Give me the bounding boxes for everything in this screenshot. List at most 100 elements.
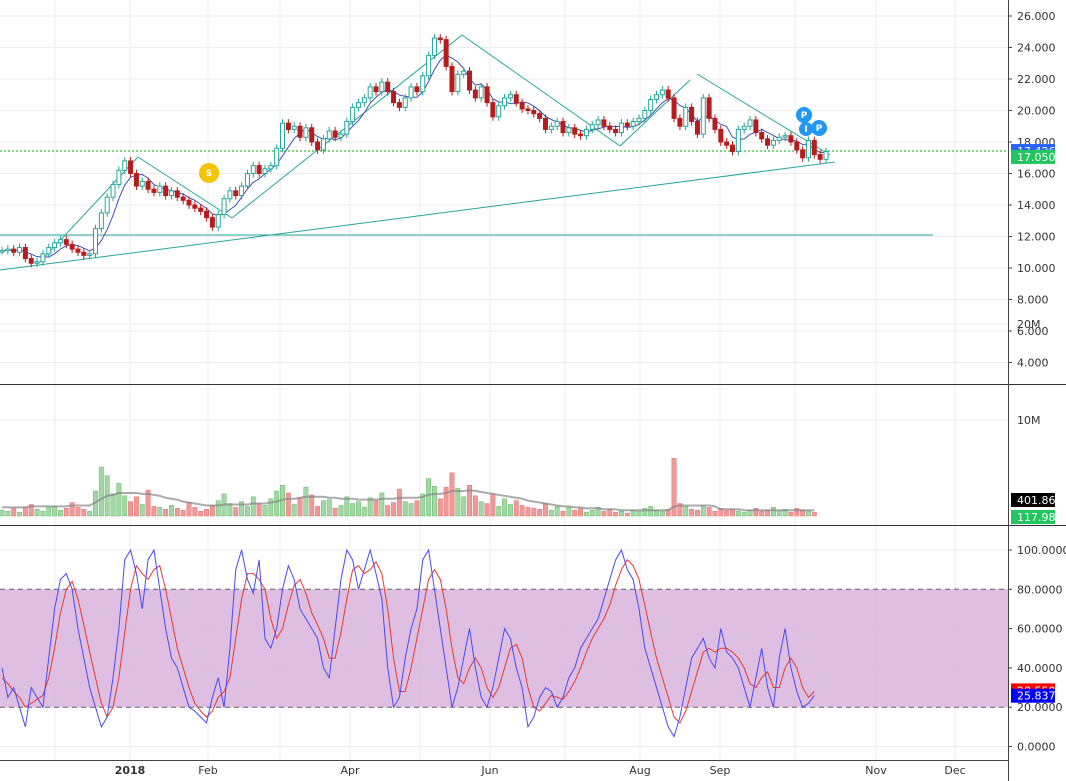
- volume-bar: [186, 502, 192, 517]
- candle: [128, 156, 134, 178]
- trend-line: [619, 79, 691, 147]
- candle: [572, 123, 578, 139]
- volume-bar: [274, 490, 280, 517]
- candle-body: [507, 94, 513, 99]
- volume-bar: [496, 506, 502, 517]
- candle: [239, 182, 245, 200]
- candle-body: [770, 139, 776, 146]
- candle-body: [69, 243, 75, 250]
- stoch-k-tag-text: 25.8373: [1017, 690, 1063, 703]
- candle: [151, 185, 157, 197]
- candle: [28, 254, 34, 268]
- candle-body: [788, 135, 794, 143]
- stochastic-panel[interactable]: [0, 548, 1008, 738]
- volume-bar: [52, 506, 58, 517]
- candle-body: [0, 250, 5, 253]
- candle: [759, 128, 765, 143]
- moving-average-line: [1, 54, 827, 258]
- volume-bar: [770, 507, 776, 517]
- volume-bar: [128, 501, 134, 517]
- price-tick-label: 24.000: [1017, 42, 1056, 55]
- volume-bar: [344, 496, 350, 517]
- candle: [145, 177, 151, 194]
- candle-body: [87, 253, 93, 256]
- candle-body: [414, 86, 420, 93]
- volume-panel[interactable]: [0, 458, 817, 517]
- volume-bar: [519, 505, 525, 517]
- volume-bar: [583, 511, 589, 517]
- candle-body: [93, 228, 99, 255]
- volume-bar: [484, 503, 490, 517]
- volume-bar: [811, 511, 817, 517]
- volume-bar: [502, 498, 508, 517]
- candle-body: [385, 81, 391, 93]
- candle: [215, 210, 221, 231]
- volume-bar: [209, 505, 215, 517]
- candle-body: [344, 121, 350, 135]
- volume-bar: [332, 508, 338, 517]
- candle: [607, 122, 613, 134]
- volume-bar: [233, 507, 239, 517]
- p-marker-label: P: [816, 124, 823, 134]
- candle: [630, 117, 636, 131]
- candle-body: [578, 133, 584, 137]
- candle: [344, 117, 350, 139]
- volume-bar: [525, 507, 531, 517]
- candle-body: [34, 261, 40, 264]
- volume-bar: [578, 508, 584, 517]
- candle-body: [204, 210, 210, 219]
- candle: [823, 147, 829, 164]
- volume-bar: [350, 503, 356, 517]
- time-label: Aug: [629, 764, 650, 777]
- candle-body: [537, 113, 543, 119]
- volume-bar: [285, 492, 291, 517]
- volume-ma-tag: 117.984K: [1011, 510, 1066, 524]
- candle-body: [437, 37, 443, 41]
- candle-body: [630, 121, 636, 127]
- p-marker: P: [796, 107, 812, 123]
- volume-bar: [0, 509, 5, 517]
- candle-body: [548, 125, 554, 130]
- candle-body: [613, 128, 619, 134]
- candle-body: [449, 65, 455, 93]
- candle: [496, 101, 502, 121]
- volume-bar: [320, 500, 326, 517]
- candle-body: [683, 106, 689, 127]
- volume-bar: [677, 503, 683, 517]
- i-marker-dot: [799, 122, 813, 136]
- candle: [700, 93, 706, 139]
- candle-body: [478, 86, 484, 99]
- volume-bar: [373, 500, 379, 517]
- candle: [233, 186, 239, 200]
- s-marker-dot: [199, 163, 219, 183]
- candle: [227, 186, 233, 203]
- candle: [373, 82, 379, 96]
- candle-body: [694, 121, 700, 135]
- candle-body: [513, 94, 519, 104]
- candle: [11, 245, 17, 257]
- volume-ma-tag-bg: [1011, 510, 1055, 524]
- candle: [69, 240, 75, 254]
- volume-bar: [110, 493, 116, 517]
- value-tags: 17.42617.050401.863K117.984K28.550025.83…: [1011, 144, 1066, 703]
- volume-bar: [204, 509, 209, 517]
- candle: [595, 116, 601, 129]
- candle: [391, 87, 397, 107]
- candle-body: [40, 253, 46, 263]
- volume-bar: [250, 496, 256, 517]
- candle-body: [823, 150, 829, 160]
- volume-tick-label: 20M: [1017, 318, 1041, 331]
- candle-body: [256, 165, 262, 174]
- candle: [589, 120, 595, 134]
- price-panel[interactable]: S PI P: [0, 34, 1008, 271]
- candle-body: [566, 127, 572, 134]
- candle: [560, 117, 566, 137]
- volume-bar: [385, 505, 391, 517]
- price-tick-label: 14.000: [1017, 199, 1056, 212]
- candle: [735, 125, 741, 156]
- volume-bar: [548, 509, 554, 517]
- volume-bar: [309, 494, 315, 517]
- candle-body: [525, 108, 531, 112]
- candle: [209, 213, 215, 231]
- candle-body: [741, 125, 747, 130]
